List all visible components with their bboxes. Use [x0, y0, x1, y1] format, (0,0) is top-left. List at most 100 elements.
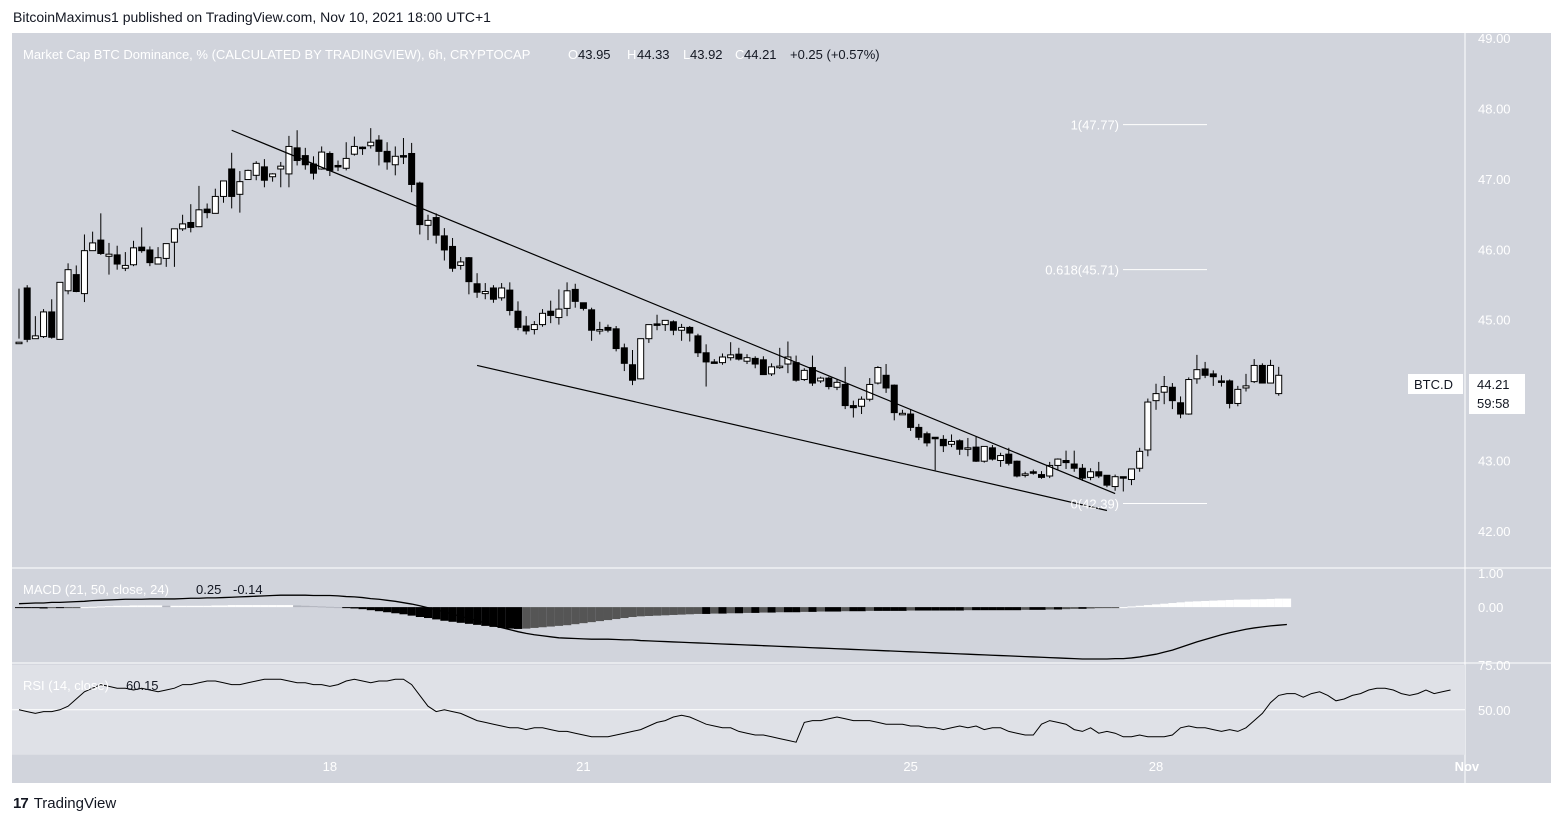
price-pane[interactable]: [12, 33, 1465, 568]
candle[interactable]: [72, 265, 80, 293]
candle[interactable]: [269, 173, 277, 182]
candle[interactable]: [481, 283, 489, 300]
candle[interactable]: [604, 324, 612, 333]
candle[interactable]: [923, 431, 931, 447]
candle[interactable]: [367, 128, 375, 149]
candle[interactable]: [874, 366, 882, 385]
candle[interactable]: [637, 338, 645, 380]
candle[interactable]: [121, 252, 129, 272]
candle[interactable]: [1234, 385, 1242, 407]
candle[interactable]: [506, 282, 514, 316]
candle[interactable]: [882, 364, 890, 393]
candle[interactable]: [1275, 366, 1283, 396]
candle[interactable]: [285, 135, 293, 188]
candle[interactable]: [56, 281, 64, 340]
candle[interactable]: [1119, 476, 1127, 492]
candle[interactable]: [1160, 376, 1168, 405]
candle[interactable]: [203, 203, 211, 219]
candle[interactable]: [661, 319, 669, 331]
candle[interactable]: [817, 376, 825, 384]
candle[interactable]: [31, 316, 39, 340]
candle[interactable]: [113, 245, 121, 270]
candle[interactable]: [1201, 361, 1209, 379]
candle[interactable]: [727, 342, 735, 361]
trendline-upper[interactable]: [231, 129, 1116, 495]
candle[interactable]: [1029, 469, 1037, 475]
candle[interactable]: [375, 135, 383, 166]
candle[interactable]: [1021, 471, 1029, 478]
candle[interactable]: [187, 204, 195, 233]
macd-pane[interactable]: [12, 568, 1465, 663]
candle[interactable]: [220, 180, 227, 203]
candle[interactable]: [849, 400, 857, 418]
candle[interactable]: [1087, 468, 1095, 481]
candle[interactable]: [751, 356, 759, 369]
candle[interactable]: [179, 214, 187, 231]
candle[interactable]: [80, 234, 88, 303]
candle[interactable]: [130, 240, 138, 267]
candle[interactable]: [858, 396, 866, 415]
candle[interactable]: [1005, 447, 1013, 466]
candle[interactable]: [1185, 377, 1193, 415]
candle[interactable]: [530, 321, 538, 335]
candle[interactable]: [334, 160, 342, 172]
candle[interactable]: [359, 146, 367, 155]
candle[interactable]: [1111, 474, 1119, 491]
candle[interactable]: [980, 445, 988, 463]
candle[interactable]: [939, 435, 947, 453]
candle[interactable]: [555, 289, 563, 325]
candle[interactable]: [1177, 396, 1185, 419]
candle[interactable]: [342, 142, 350, 171]
candle[interactable]: [964, 437, 972, 457]
candle[interactable]: [645, 324, 653, 343]
candle[interactable]: [718, 353, 726, 365]
candle[interactable]: [702, 344, 710, 387]
candle[interactable]: [1250, 359, 1258, 384]
candle[interactable]: [678, 323, 686, 341]
candle[interactable]: [1217, 375, 1225, 387]
candle[interactable]: [244, 169, 252, 181]
candle[interactable]: [391, 146, 399, 176]
candle[interactable]: [735, 347, 743, 361]
candle[interactable]: [1013, 460, 1021, 478]
candle[interactable]: [514, 301, 522, 331]
candle[interactable]: [89, 231, 97, 252]
candle[interactable]: [629, 349, 636, 386]
candle[interactable]: [1046, 461, 1054, 479]
candle[interactable]: [833, 379, 841, 391]
candle[interactable]: [759, 356, 767, 376]
candle[interactable]: [694, 333, 702, 357]
candle[interactable]: [997, 452, 1005, 467]
candle[interactable]: [252, 161, 260, 181]
candle[interactable]: [408, 142, 416, 193]
candle[interactable]: [898, 409, 906, 416]
candle[interactable]: [1095, 461, 1103, 479]
candle[interactable]: [1267, 359, 1275, 384]
candle[interactable]: [579, 302, 587, 311]
candle[interactable]: [972, 436, 980, 462]
candle[interactable]: [1168, 383, 1176, 410]
candle[interactable]: [23, 285, 31, 343]
candle[interactable]: [1054, 458, 1062, 471]
candle[interactable]: [154, 247, 162, 265]
candle[interactable]: [596, 321, 604, 335]
candle[interactable]: [1144, 398, 1152, 457]
candle[interactable]: [907, 409, 915, 431]
candle[interactable]: [97, 213, 105, 255]
candle[interactable]: [457, 256, 465, 270]
candle[interactable]: [808, 355, 816, 386]
candle[interactable]: [1078, 464, 1086, 481]
candle[interactable]: [669, 320, 677, 336]
candle[interactable]: [236, 171, 244, 213]
candle[interactable]: [146, 246, 154, 267]
candle[interactable]: [1103, 474, 1111, 488]
candle[interactable]: [293, 130, 301, 166]
candle[interactable]: [318, 146, 326, 170]
candle[interactable]: [195, 185, 203, 228]
candle[interactable]: [1152, 383, 1160, 410]
candle[interactable]: [743, 354, 751, 365]
candle[interactable]: [956, 439, 964, 455]
candle[interactable]: [40, 309, 48, 338]
candle[interactable]: [498, 283, 506, 301]
